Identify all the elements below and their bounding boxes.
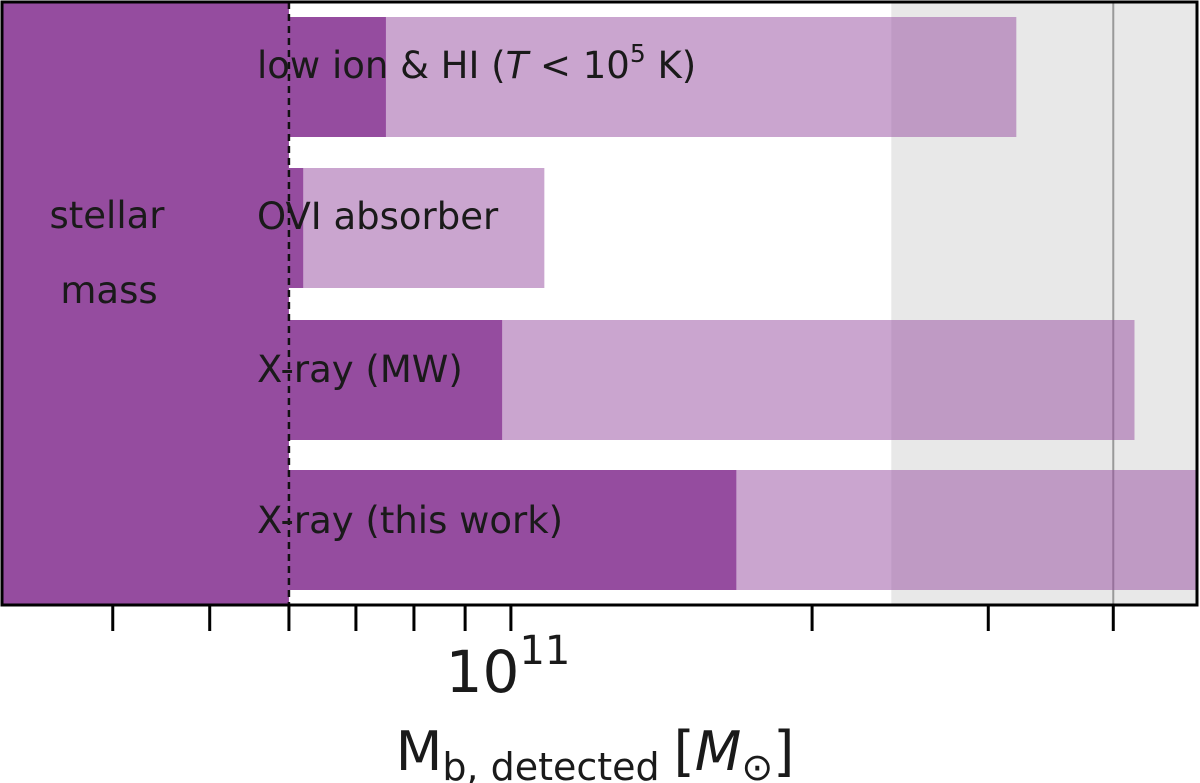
stellar-mass-label-line2: mass <box>60 269 157 312</box>
stellar-mass-block <box>2 2 289 605</box>
bar-upper-ovi-absorber <box>288 168 545 288</box>
bar-detected-ovi-absorber <box>288 168 304 288</box>
bar-detected-x-ray-mw <box>288 320 503 440</box>
bar-detected-x-ray-this-work <box>288 470 737 590</box>
x-axis-label: Mb, detected [M⊙] <box>396 720 795 783</box>
x-tick-label-1e11: 1011 <box>446 628 571 706</box>
bar-label-xray-mw: X-ray (MW) <box>257 348 463 391</box>
bar-label-low-ion-hi: low ion & HI (T < 105 K) <box>257 39 696 87</box>
stellar-mass-label-line1: stellar <box>50 194 166 237</box>
bar-label-xray-this-work: X-ray (this work) <box>257 499 563 542</box>
axes-frame <box>0 0 1199 607</box>
bar-detected-low-ion-hi <box>288 17 386 137</box>
bar-upper-low-ion-hi <box>288 17 1017 137</box>
bar-label-ovi-absorber: OVI absorber <box>257 195 499 238</box>
plot-area <box>0 0 1199 631</box>
